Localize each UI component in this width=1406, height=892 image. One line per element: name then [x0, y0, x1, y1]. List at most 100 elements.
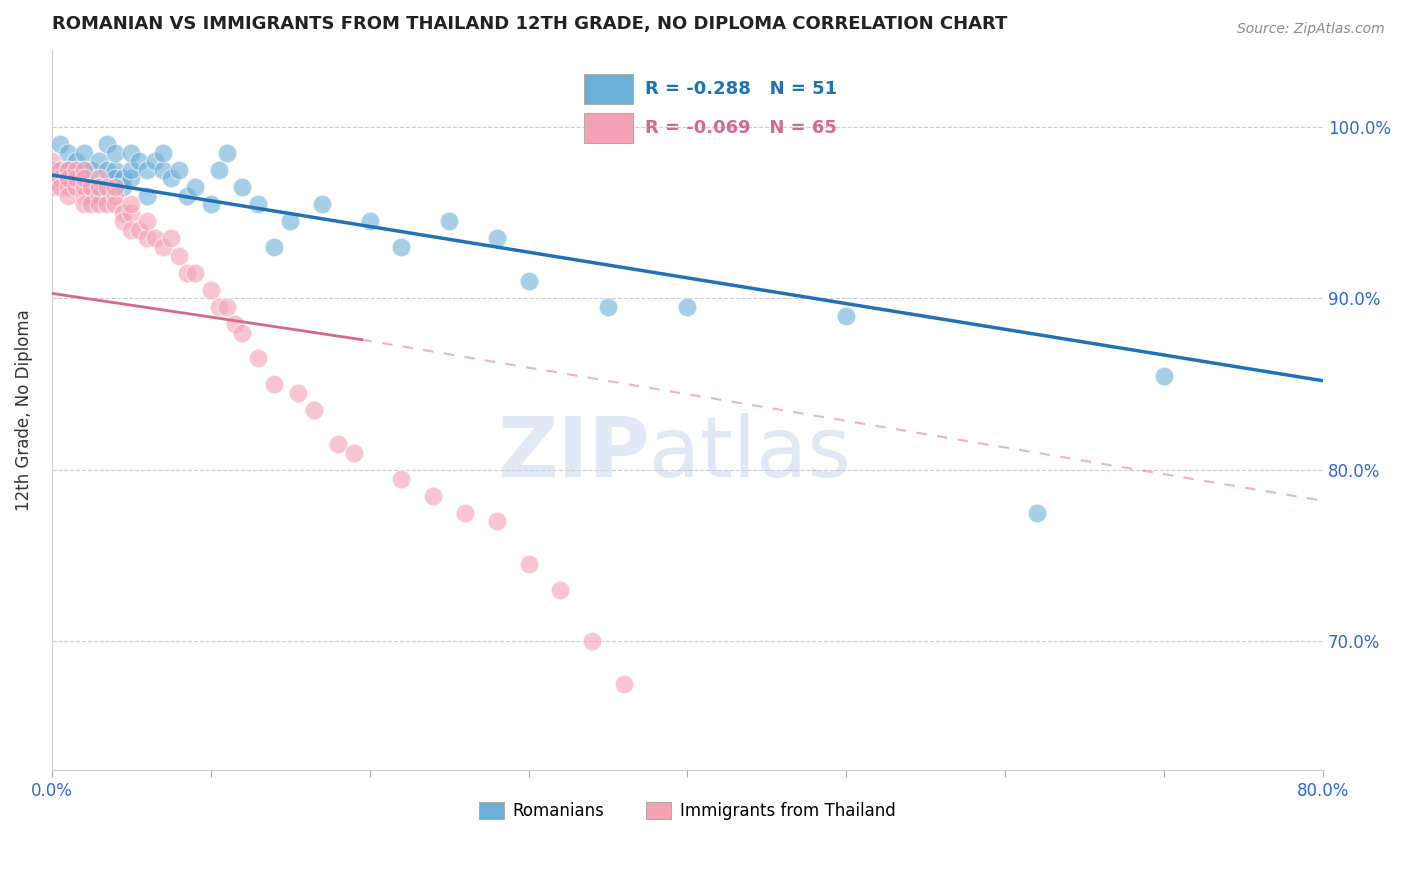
Legend: Romanians, Immigrants from Thailand: Romanians, Immigrants from Thailand — [472, 795, 903, 827]
Point — [72, 188, 94, 202]
Point — [136, 231, 159, 245]
Point — [56, 171, 79, 186]
Point — [613, 677, 636, 691]
Point — [65, 171, 87, 186]
Point — [152, 145, 174, 160]
Point — [485, 231, 508, 245]
Point — [437, 214, 460, 228]
Point — [56, 188, 79, 202]
Point — [65, 154, 87, 169]
Text: Source: ZipAtlas.com: Source: ZipAtlas.com — [1237, 22, 1385, 37]
Point — [56, 171, 79, 186]
Point — [56, 180, 79, 194]
Point — [224, 317, 246, 331]
Point — [80, 188, 103, 202]
Point — [215, 300, 238, 314]
Point — [56, 145, 79, 160]
Point — [184, 180, 207, 194]
Point — [454, 506, 477, 520]
Point — [48, 162, 70, 177]
Point — [65, 162, 87, 177]
Point — [104, 145, 127, 160]
Point — [56, 162, 79, 177]
Point — [167, 162, 190, 177]
Point — [152, 240, 174, 254]
Point — [104, 171, 127, 186]
Point — [1153, 368, 1175, 383]
FancyBboxPatch shape — [585, 74, 633, 103]
Point — [176, 266, 198, 280]
Point — [89, 154, 111, 169]
Point — [143, 231, 166, 245]
Point — [72, 162, 94, 177]
Point — [65, 180, 87, 194]
Point — [120, 205, 142, 219]
Point — [112, 180, 135, 194]
Point — [72, 145, 94, 160]
Point — [278, 214, 301, 228]
Point — [72, 162, 94, 177]
Point — [104, 180, 127, 194]
Point — [120, 171, 142, 186]
Point — [835, 309, 858, 323]
Point — [160, 231, 183, 245]
Point — [104, 188, 127, 202]
Point — [389, 471, 412, 485]
Point — [207, 300, 229, 314]
Point — [89, 180, 111, 194]
Point — [596, 300, 619, 314]
Point — [136, 162, 159, 177]
FancyBboxPatch shape — [585, 113, 633, 144]
Point — [231, 326, 253, 340]
Point — [128, 154, 150, 169]
Point — [112, 214, 135, 228]
Point — [65, 171, 87, 186]
Point — [343, 446, 366, 460]
Point — [167, 249, 190, 263]
Point — [56, 162, 79, 177]
Point — [80, 180, 103, 194]
Point — [550, 582, 572, 597]
Point — [136, 188, 159, 202]
Y-axis label: 12th Grade, No Diploma: 12th Grade, No Diploma — [15, 309, 32, 511]
Point — [89, 197, 111, 211]
Point — [231, 180, 253, 194]
Point — [200, 283, 222, 297]
Point — [96, 137, 118, 152]
Point — [128, 223, 150, 237]
Point — [89, 188, 111, 202]
Text: ROMANIAN VS IMMIGRANTS FROM THAILAND 12TH GRADE, NO DIPLOMA CORRELATION CHART: ROMANIAN VS IMMIGRANTS FROM THAILAND 12T… — [52, 15, 1007, 33]
Point — [422, 489, 444, 503]
Point — [112, 205, 135, 219]
Point — [48, 171, 70, 186]
Point — [676, 300, 699, 314]
Point — [160, 171, 183, 186]
Point — [72, 171, 94, 186]
Point — [120, 145, 142, 160]
Point — [152, 162, 174, 177]
Point — [96, 197, 118, 211]
Point — [89, 171, 111, 186]
Point — [485, 514, 508, 528]
Point — [215, 145, 238, 160]
Point — [41, 171, 63, 186]
Point — [41, 154, 63, 169]
Point — [120, 223, 142, 237]
Point — [56, 162, 79, 177]
Point — [72, 180, 94, 194]
Point — [104, 197, 127, 211]
Point — [41, 162, 63, 177]
Point — [72, 197, 94, 211]
Point — [48, 137, 70, 152]
Point — [207, 162, 229, 177]
Text: atlas: atlas — [650, 413, 851, 493]
Point — [48, 180, 70, 194]
Point — [136, 214, 159, 228]
Text: R = -0.069   N = 65: R = -0.069 N = 65 — [645, 120, 838, 137]
Point — [1026, 506, 1049, 520]
Point — [581, 634, 603, 648]
Point — [96, 162, 118, 177]
Point — [80, 197, 103, 211]
Point — [112, 171, 135, 186]
Point — [104, 162, 127, 177]
